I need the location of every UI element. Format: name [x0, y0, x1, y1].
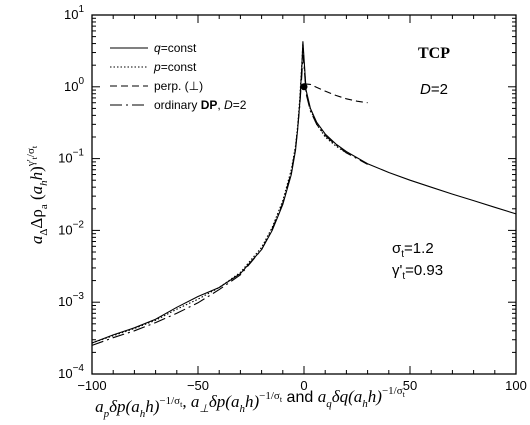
x-tick-label: 0 — [300, 378, 307, 393]
x-tick-label: 50 — [403, 378, 417, 393]
y-tick-label: 10−3 — [58, 291, 84, 309]
legend-label-ordinary-dp: ordinary DP, D=2 — [154, 98, 247, 112]
series-line-dashed — [303, 83, 368, 104]
annotation-gamma: γ't=0.93 — [392, 262, 443, 282]
annotation-model: TCP — [418, 45, 450, 62]
y-tick-label: 10−4 — [58, 363, 84, 381]
y-tick-label: 10−2 — [58, 219, 84, 237]
y-axis-label: aΔΔρa (ahh)γ't/σt — [25, 145, 50, 244]
series-line-dash-dot — [91, 54, 368, 346]
series-line-dotted — [91, 43, 347, 344]
legend-label-q-const: q=const — [154, 41, 197, 55]
annotation-dimension: D=2 — [420, 81, 448, 98]
legend-label-perp: perp. (⊥) — [154, 79, 203, 93]
x-tick-label: −50 — [187, 378, 209, 393]
y-tick-label: 100 — [64, 76, 84, 94]
marker-point — [300, 83, 308, 91]
x-axis-label: apδp(ahh)−1/σt, a⊥δp(ahh)−1/σt and aqδq(… — [95, 385, 406, 420]
annotation-sigma: σt=1.2 — [392, 240, 434, 260]
x-tick-label: −100 — [77, 378, 106, 393]
x-tick-label: 100 — [505, 378, 527, 393]
y-tick-label: 101 — [64, 4, 84, 22]
legend-label-p-const: p=const — [153, 60, 197, 74]
y-tick-label: 10−1 — [58, 148, 84, 166]
series-line-solid — [91, 41, 517, 344]
